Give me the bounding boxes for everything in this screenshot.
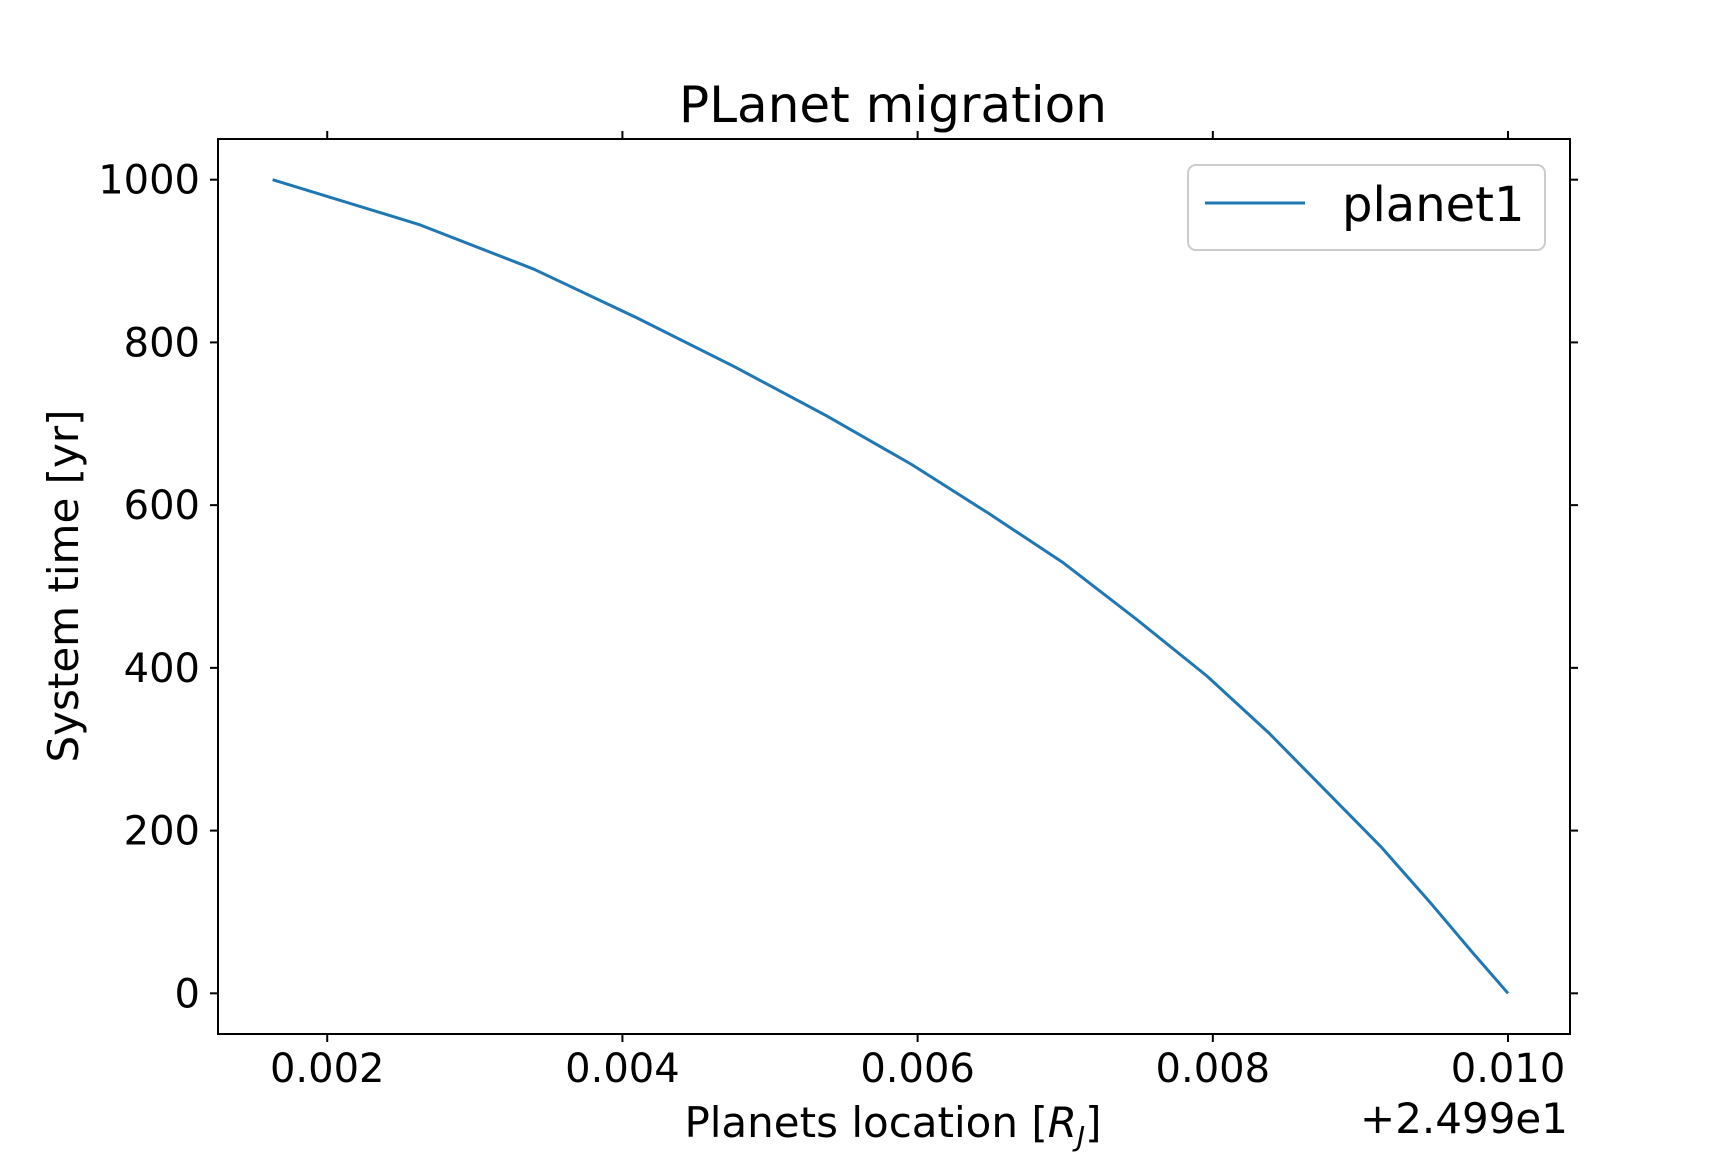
x-tick-label: 0.002 [270,1046,385,1092]
y-tick-label: 0 [175,971,200,1017]
x-tick-label: 0.006 [860,1046,975,1092]
x-axis-ticks: 0.002 0.004 0.006 0.008 0.010 [270,131,1565,1092]
plot-area: 0.002 0.004 0.006 0.008 0.010 0 200 400 600 800 1… [98,131,1578,1092]
legend-box [1187,164,1546,251]
y-tick-label: 400 [124,646,200,692]
plot-frame [217,138,1571,1035]
x-tick-label: 0.008 [1156,1046,1271,1092]
legend: planet1 [1187,164,1546,251]
x-axis-offset-text: +2.499e1 [1360,1094,1568,1143]
y-axis-ticks: 0 200 400 600 800 1000 [98,158,1578,1017]
y-tick-label: 600 [124,483,200,529]
x-tick-label: 0.004 [565,1046,680,1092]
series-line-planet1 [272,178,1510,995]
x-tick-label: 0.010 [1451,1046,1566,1092]
y-axis-label: System time [yr] [39,409,88,762]
y-tick-label: 800 [124,320,200,366]
series-layer [272,178,1510,995]
legend-label-planet1: planet1 [1342,177,1525,233]
x-axis-label: Planets location [RJ] [684,1098,1101,1152]
y-tick-label: 1000 [98,158,200,204]
chart-title: PLanet migration [679,76,1107,134]
y-tick-label: 200 [124,809,200,855]
